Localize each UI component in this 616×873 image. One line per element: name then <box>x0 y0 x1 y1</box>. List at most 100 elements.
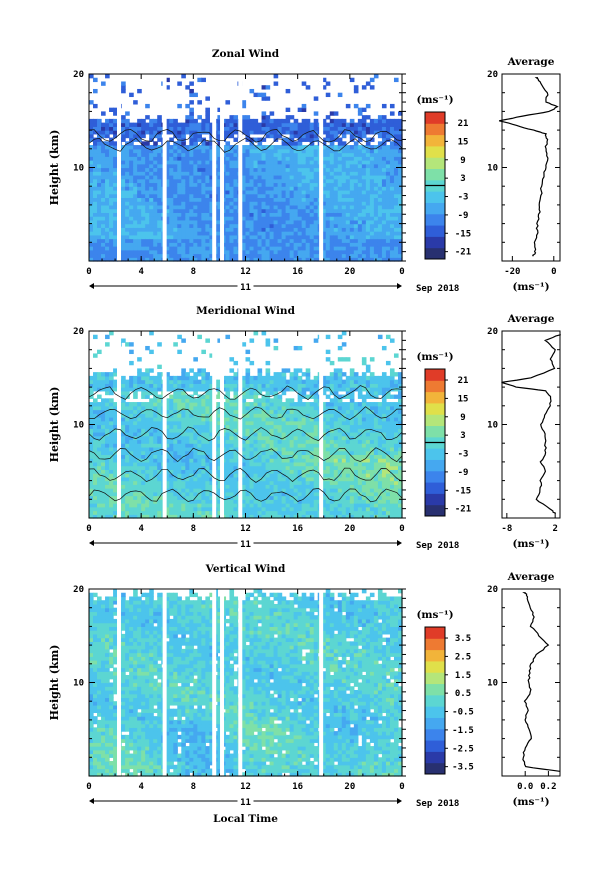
heatmap-cell <box>133 223 138 228</box>
heatmap-cell <box>253 167 259 172</box>
heatmap-cell <box>313 133 319 139</box>
heatmap-cell <box>137 178 142 184</box>
heatmap-cell <box>101 223 106 228</box>
heatmap-cell <box>145 212 150 217</box>
heatmap-cell <box>165 238 170 243</box>
heatmap-cell <box>125 480 130 485</box>
heatmap-cell <box>257 182 263 187</box>
heatmap-cell <box>341 212 347 217</box>
heatmap-cell <box>209 431 214 437</box>
heatmap-cell <box>241 394 247 399</box>
heatmap-cell <box>309 163 315 169</box>
heatmap-cell <box>93 465 98 470</box>
heatmap-cell <box>217 413 223 418</box>
heatmap-cell <box>365 178 371 184</box>
heatmap-cell <box>253 465 259 470</box>
heatmap-cell <box>89 122 94 127</box>
heatmap-cell <box>233 465 239 470</box>
heatmap-cell <box>209 390 214 396</box>
heatmap-cell <box>153 227 158 232</box>
data-gap <box>238 74 243 261</box>
heatmap-cell <box>197 372 202 377</box>
heatmap-cell <box>241 201 247 206</box>
heatmap-cell <box>125 503 130 508</box>
heatmap-cell <box>193 253 198 258</box>
heatmap-cell <box>181 372 186 377</box>
heatmap-cell <box>261 118 267 124</box>
heatmap-cell <box>365 103 371 109</box>
heatmap-cell <box>193 137 198 142</box>
heatmap-cell <box>153 212 158 217</box>
heatmap-cell <box>333 130 339 135</box>
heatmap-cell <box>89 148 94 154</box>
heatmap-cell <box>345 186 351 191</box>
heatmap-cell <box>153 461 158 467</box>
heatmap-cell <box>181 405 186 411</box>
heatmap-cell <box>289 115 295 120</box>
heatmap-cell <box>185 402 190 407</box>
heatmap-cell <box>341 141 347 146</box>
heatmap-cell <box>121 383 126 388</box>
heatmap-cell <box>113 480 118 485</box>
heatmap-cell <box>189 133 194 139</box>
heatmap-cell <box>297 152 303 157</box>
heatmap-cell <box>169 204 174 210</box>
heatmap-cell <box>173 231 178 236</box>
avg-frame <box>501 73 561 262</box>
heatmap-cell <box>173 126 178 131</box>
heatmap-cell <box>277 223 283 228</box>
heatmap-cell <box>249 178 255 184</box>
heatmap-cell <box>277 231 283 236</box>
heatmap-cell <box>253 216 259 221</box>
heatmap-cell <box>321 126 327 131</box>
heatmap-cell <box>289 133 295 139</box>
heatmap-cell <box>113 379 118 384</box>
heatmap-cell <box>297 133 303 139</box>
heatmap-cell <box>105 182 110 187</box>
heatmap-cell <box>209 137 214 142</box>
heatmap-cell <box>233 503 239 508</box>
heatmap-cell <box>393 167 399 172</box>
heatmap-cell <box>181 122 186 127</box>
heatmap-cell <box>109 156 114 161</box>
heatmap-cell <box>265 491 271 497</box>
heatmap-cell <box>365 238 371 243</box>
heatmap-cell <box>285 141 291 146</box>
heatmap-cell <box>353 189 359 195</box>
heatmap-cell <box>245 390 251 396</box>
heatmap-cell <box>197 249 202 255</box>
heatmap-cell <box>289 246 295 251</box>
heatmap-cell <box>205 174 210 180</box>
heatmap-cell <box>129 379 134 384</box>
heatmap-cell <box>381 227 387 232</box>
heatmap-cell <box>177 227 182 232</box>
heatmap-cell <box>181 398 186 403</box>
heatmap-cell <box>217 193 223 199</box>
heatmap-cell <box>313 208 319 213</box>
heatmap-cell <box>233 420 239 426</box>
heatmap-cell <box>357 212 363 217</box>
heatmap-cell <box>285 178 291 184</box>
heatmap-cell <box>389 201 395 206</box>
heatmap-cell <box>393 141 399 146</box>
heatmap-cell <box>225 510 231 515</box>
heatmap-cell <box>289 227 295 232</box>
heatmap-cell <box>129 212 134 217</box>
heatmap-cell <box>165 402 170 407</box>
heatmap-cell <box>141 495 146 500</box>
heatmap-cell <box>125 122 130 127</box>
heatmap-cell <box>273 491 279 497</box>
heatmap-cell <box>329 152 335 157</box>
heatmap-cell <box>353 231 359 236</box>
heatmap-cell <box>325 246 331 251</box>
heatmap-cell <box>125 431 130 437</box>
heatmap-cell <box>205 387 210 392</box>
heatmap-cell <box>121 499 126 504</box>
heatmap-cell <box>229 435 235 441</box>
heatmap-cell <box>157 431 162 437</box>
heatmap-cell <box>353 103 359 109</box>
heatmap-cell <box>229 368 235 373</box>
heatmap-cell <box>113 163 118 169</box>
heatmap-cell <box>89 417 94 422</box>
heatmap-cell <box>341 246 347 251</box>
